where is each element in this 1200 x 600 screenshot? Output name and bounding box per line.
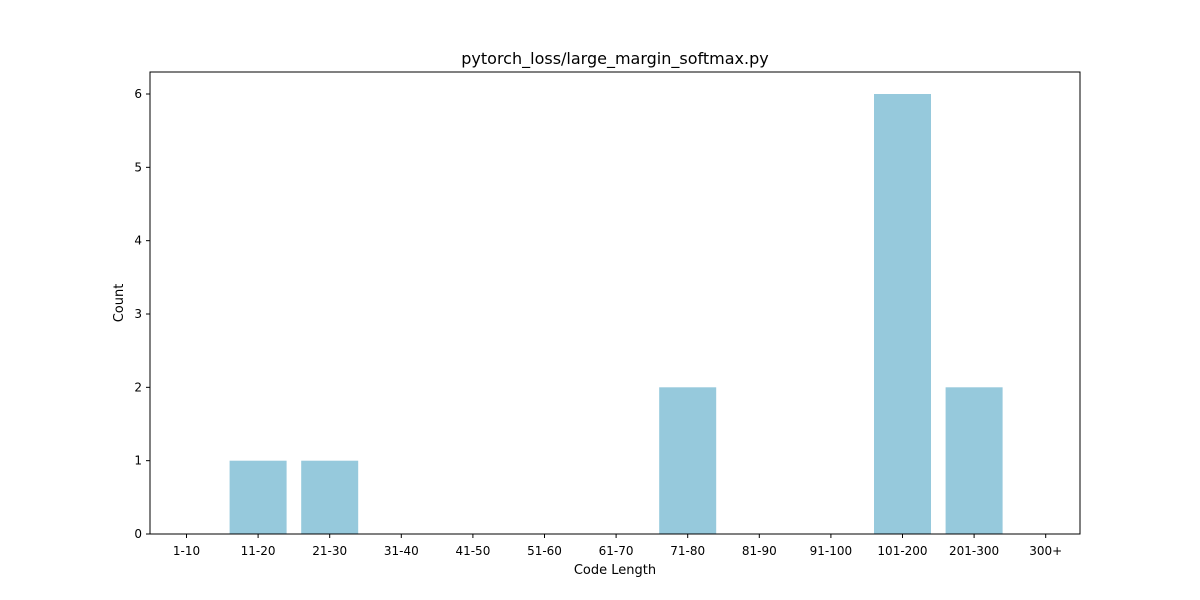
x-tick-label: 71-80 xyxy=(670,544,705,558)
y-tick-label: 1 xyxy=(134,454,142,468)
x-tick-label: 91-100 xyxy=(810,544,853,558)
y-tick-label: 3 xyxy=(134,307,142,321)
bar-21-30 xyxy=(301,460,359,534)
x-tick-label: 61-70 xyxy=(599,544,634,558)
x-tick-label: 31-40 xyxy=(384,544,419,558)
bar-201-300 xyxy=(945,387,1003,534)
y-axis: 0 1 2 3 4 5 6 xyxy=(134,87,150,541)
y-tick-label: 6 xyxy=(134,87,142,101)
plot-frame xyxy=(149,71,1081,535)
chart-title: pytorch_loss/large_margin_softmax.py xyxy=(461,49,768,69)
x-tick-label: 201-300 xyxy=(949,544,999,558)
x-axis-label: Code Length xyxy=(574,563,656,578)
y-axis-label: Count xyxy=(112,284,127,323)
x-tick-label: 11-20 xyxy=(241,544,276,558)
bar-11-20 xyxy=(229,460,287,534)
x-tick-label: 21-30 xyxy=(312,544,347,558)
y-tick-label: 2 xyxy=(134,380,142,394)
x-tick-label: 300+ xyxy=(1029,544,1062,558)
x-tick-label: 1-10 xyxy=(173,544,200,558)
bar-71-80 xyxy=(659,387,717,534)
x-tick-label: 101-200 xyxy=(877,544,927,558)
y-tick-label: 4 xyxy=(134,234,142,248)
bar-101-200 xyxy=(874,94,931,534)
x-tick-label: 41-50 xyxy=(455,544,490,558)
x-tick-label: 81-90 xyxy=(742,544,777,558)
y-tick-label: 0 xyxy=(134,527,142,541)
bars-group xyxy=(229,94,1003,534)
x-axis: 1-10 11-20 21-30 31-40 41-50 51-60 61-70 71-80 8… xyxy=(173,534,1062,558)
y-tick-label: 5 xyxy=(134,160,142,174)
x-tick-label: 51-60 xyxy=(527,544,562,558)
